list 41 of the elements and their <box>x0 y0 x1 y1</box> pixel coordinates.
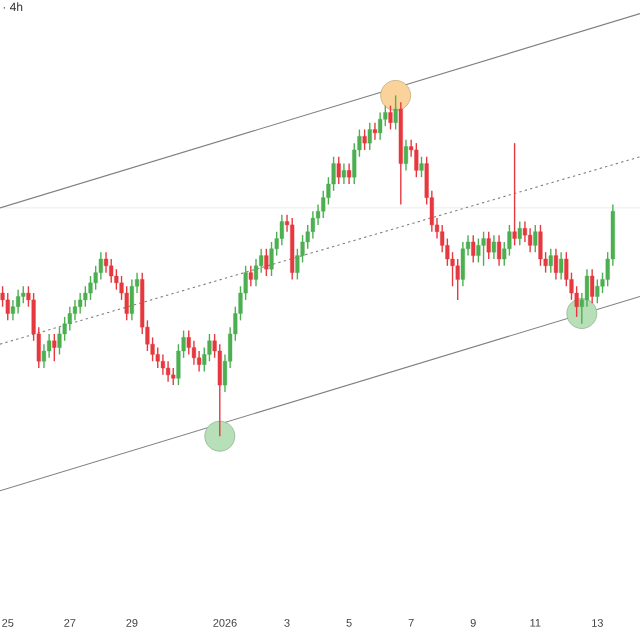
candlestick <box>367 121 372 151</box>
candlestick <box>419 156 424 178</box>
candlestick <box>372 121 378 141</box>
candlestick <box>290 217 295 281</box>
candlestick <box>538 224 543 267</box>
candlestick <box>559 251 564 281</box>
candlestick <box>160 353 165 376</box>
candlestick <box>590 268 595 304</box>
candlestick <box>248 265 253 287</box>
candlestick <box>16 288 21 315</box>
candlestick <box>264 248 269 277</box>
candlestick <box>129 278 134 322</box>
candlestick <box>336 156 341 185</box>
candlestick <box>512 142 517 247</box>
candlestick <box>486 231 491 260</box>
candlestick <box>109 258 114 284</box>
candlestick <box>455 258 460 301</box>
candlestick <box>5 292 10 322</box>
candlestick <box>517 220 522 247</box>
candlestick <box>595 278 600 304</box>
candlestick <box>52 333 57 362</box>
candlestick <box>166 360 171 383</box>
candlestick <box>497 234 502 267</box>
candlestick <box>403 139 409 172</box>
candlestick <box>491 234 496 260</box>
candlestick <box>471 234 476 264</box>
candlestick <box>528 227 533 253</box>
candlestick <box>388 104 393 131</box>
candlestick <box>553 248 559 281</box>
candlestick <box>341 162 346 185</box>
candlestick <box>347 162 352 185</box>
candlestick <box>548 248 553 274</box>
candlestick <box>481 231 486 267</box>
candlestick <box>78 292 83 315</box>
candlestick <box>414 142 419 178</box>
candlestick <box>460 241 465 287</box>
candlestick <box>362 128 367 151</box>
candlestick <box>476 237 481 264</box>
candlestick <box>533 224 538 253</box>
candlestick <box>393 94 398 131</box>
candlestick <box>378 111 383 141</box>
